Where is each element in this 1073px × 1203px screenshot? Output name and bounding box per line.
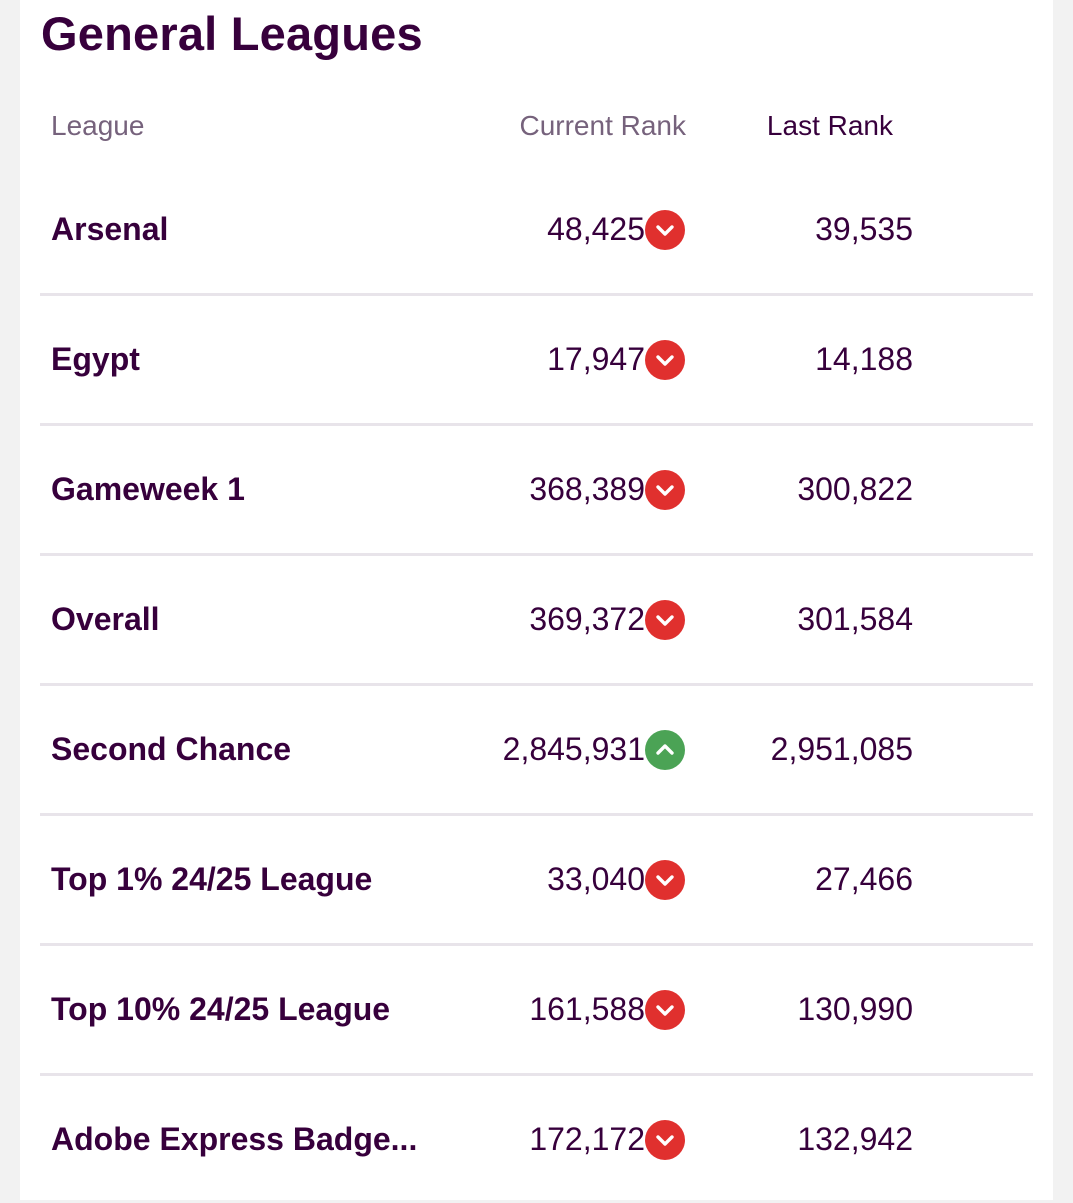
last-rank: 14,188 bbox=[815, 341, 913, 377]
current-rank: 17,947 bbox=[547, 341, 645, 377]
column-header-league: League bbox=[51, 110, 145, 141]
league-name[interactable]: Adobe Express Badge... bbox=[51, 1121, 418, 1157]
chevron-down-icon bbox=[645, 600, 685, 640]
chevron-down-icon bbox=[645, 210, 685, 250]
league-name[interactable]: Gameweek 1 bbox=[51, 471, 245, 507]
current-rank: 368,389 bbox=[529, 471, 645, 507]
last-rank: 39,535 bbox=[815, 211, 913, 247]
last-rank: 130,990 bbox=[797, 991, 913, 1027]
current-rank: 2,845,931 bbox=[502, 731, 645, 767]
league-row[interactable]: Gameweek 1 368,389 300,822 bbox=[40, 426, 1033, 556]
general-leagues-panel: General Leagues League Current Rank Last… bbox=[20, 0, 1053, 1200]
chevron-down-icon bbox=[645, 470, 685, 510]
league-name[interactable]: Arsenal bbox=[51, 211, 169, 247]
league-row[interactable]: Egypt 17,947 14,188 bbox=[40, 296, 1033, 426]
chevron-down-icon bbox=[645, 860, 685, 900]
current-rank: 33,040 bbox=[547, 861, 645, 897]
page-title: General Leagues bbox=[41, 7, 423, 60]
last-rank: 132,942 bbox=[797, 1121, 913, 1157]
chevron-up-icon bbox=[645, 730, 685, 770]
column-header-current-rank: Current Rank bbox=[519, 110, 686, 141]
current-rank: 48,425 bbox=[547, 211, 645, 247]
chevron-down-icon bbox=[645, 1120, 685, 1160]
last-rank: 27,466 bbox=[815, 861, 913, 897]
league-row[interactable]: Adobe Express Badge... 172,172 132,942 bbox=[40, 1076, 1033, 1203]
league-row[interactable]: Top 1% 24/25 League 33,040 27,466 bbox=[40, 816, 1033, 946]
last-rank: 2,951,085 bbox=[770, 731, 913, 767]
league-name[interactable]: Top 1% 24/25 League bbox=[51, 861, 373, 897]
league-list: Arsenal 48,425 39,535 Egypt 17,947 14,18… bbox=[40, 166, 1033, 1203]
league-row[interactable]: Arsenal 48,425 39,535 bbox=[40, 166, 1033, 296]
league-row[interactable]: Second Chance 2,845,931 2,951,085 bbox=[40, 686, 1033, 816]
league-name[interactable]: Top 10% 24/25 League bbox=[51, 991, 391, 1027]
league-row[interactable]: Top 10% 24/25 League 161,588 130,990 bbox=[40, 946, 1033, 1076]
current-rank: 369,372 bbox=[529, 601, 645, 637]
last-rank: 301,584 bbox=[797, 601, 913, 637]
league-name[interactable]: Second Chance bbox=[51, 731, 292, 767]
last-rank: 300,822 bbox=[797, 471, 913, 507]
column-header-last-rank: Last Rank bbox=[766, 110, 893, 141]
chevron-down-icon bbox=[645, 990, 685, 1030]
chevron-down-icon bbox=[645, 340, 685, 380]
league-row[interactable]: Overall 369,372 301,584 bbox=[40, 556, 1033, 686]
league-name[interactable]: Egypt bbox=[51, 341, 140, 377]
current-rank: 161,588 bbox=[529, 991, 645, 1027]
current-rank: 172,172 bbox=[529, 1121, 645, 1157]
league-name[interactable]: Overall bbox=[51, 601, 160, 637]
